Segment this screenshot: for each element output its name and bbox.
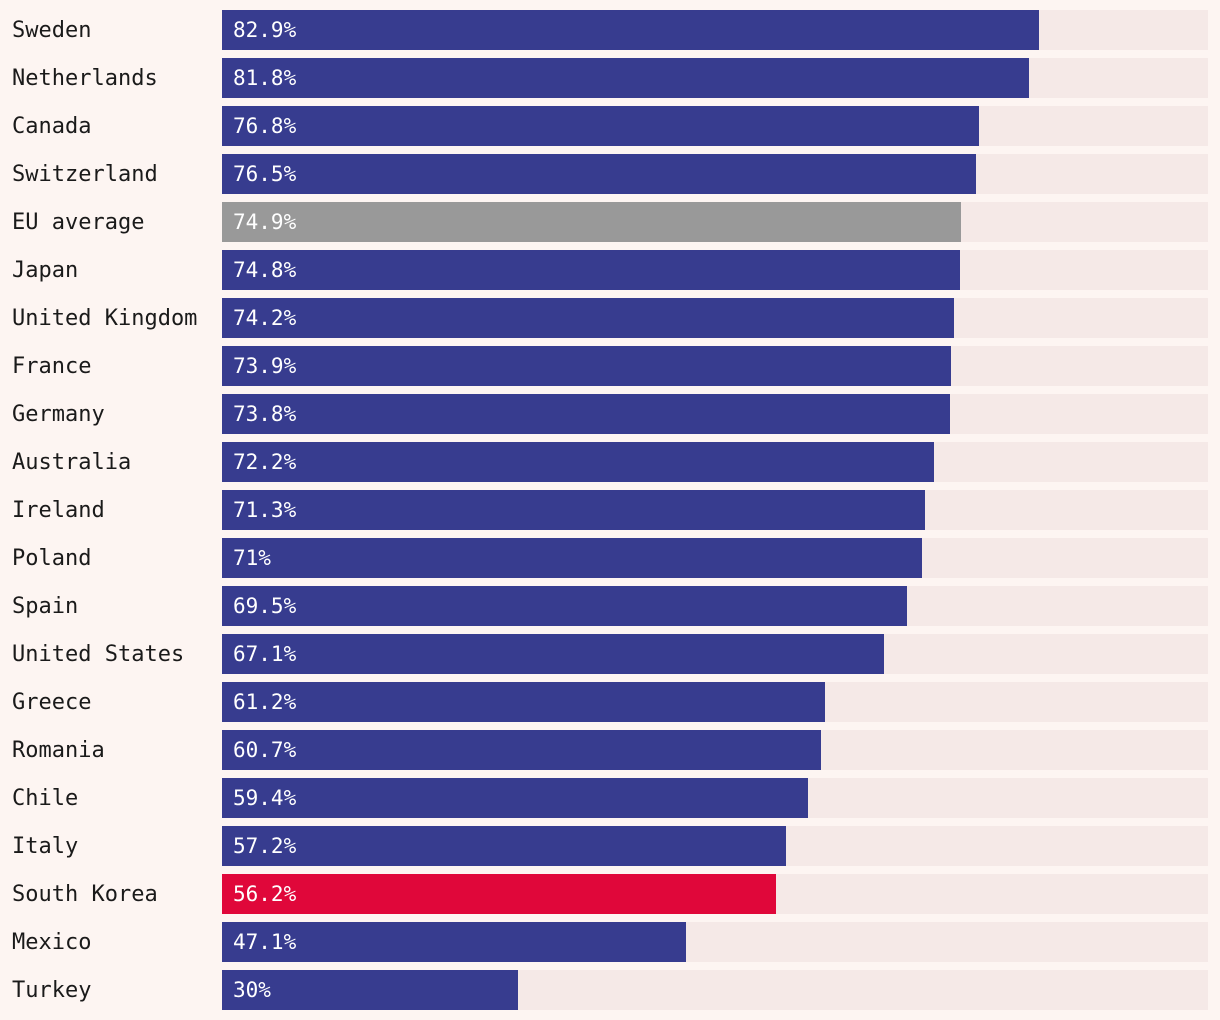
value-label: 82.9% <box>233 18 297 42</box>
value-label: 30% <box>233 978 271 1002</box>
bar-sweden <box>222 10 1039 50</box>
bar-row-sweden: Sweden 82.9% <box>12 10 1208 50</box>
bar-row-spain: Spain 69.5% <box>12 586 1208 626</box>
bar-united-kingdom <box>222 298 954 338</box>
value-label: 60.7% <box>233 738 297 762</box>
bar-france <box>222 346 951 386</box>
category-label: Australia <box>12 450 131 475</box>
bar-row-greece: Greece 61.2% <box>12 682 1208 722</box>
bar-japan <box>222 250 960 290</box>
category-label: Italy <box>12 834 78 859</box>
value-label: 69.5% <box>233 594 297 618</box>
bar-row-italy: Italy 57.2% <box>12 826 1208 866</box>
value-label: 61.2% <box>233 690 297 714</box>
bar-canada <box>222 106 979 146</box>
bar-row-eu-average: EU average 74.9% <box>12 202 1208 242</box>
bar-row-canada: Canada 76.8% <box>12 106 1208 146</box>
bar-united-states <box>222 634 884 674</box>
value-label: 74.8% <box>233 258 297 282</box>
category-label: Canada <box>12 114 91 139</box>
value-label: 71.3% <box>233 498 297 522</box>
category-label: France <box>12 354 91 379</box>
bar-australia <box>222 442 934 482</box>
value-label: 71% <box>233 546 271 570</box>
value-label: 81.8% <box>233 66 297 90</box>
bar-mexico <box>222 922 686 962</box>
bar-germany <box>222 394 950 434</box>
category-label: Greece <box>12 690 91 715</box>
bar-ireland <box>222 490 925 530</box>
bar-row-poland: Poland 71% <box>12 538 1208 578</box>
bar-rows: Sweden 82.9% Netherlands 81.8% Canada 76.8% Sw… <box>12 10 1208 1010</box>
bar-row-mexico: Mexico 47.1% <box>12 922 1208 962</box>
bar-netherlands <box>222 58 1029 98</box>
category-label: Turkey <box>12 978 91 1003</box>
bar-row-switzerland: Switzerland 76.5% <box>12 154 1208 194</box>
category-label: Switzerland <box>12 162 158 187</box>
bar-chile <box>222 778 808 818</box>
category-label: Romania <box>12 738 105 763</box>
value-label: 73.8% <box>233 402 297 426</box>
category-label: Sweden <box>12 18 91 43</box>
category-label: United States <box>12 642 184 667</box>
category-label: Japan <box>12 258 78 283</box>
bar-row-united-states: United States 67.1% <box>12 634 1208 674</box>
bar-row-netherlands: Netherlands 81.8% <box>12 58 1208 98</box>
bar-row-ireland: Ireland 71.3% <box>12 490 1208 530</box>
bar-row-france: France 73.9% <box>12 346 1208 386</box>
bar-row-australia: Australia 72.2% <box>12 442 1208 482</box>
category-label: Germany <box>12 402 105 427</box>
bar-italy <box>222 826 786 866</box>
category-label: Mexico <box>12 930 91 955</box>
category-label: South Korea <box>12 882 158 907</box>
category-label: Chile <box>12 786 78 811</box>
category-label: Spain <box>12 594 78 619</box>
category-label: United Kingdom <box>12 306 197 331</box>
value-label: 47.1% <box>233 930 297 954</box>
bar-south-korea <box>222 874 776 914</box>
bar-row-united-kingdom: United Kingdom 74.2% <box>12 298 1208 338</box>
value-label: 73.9% <box>233 354 297 378</box>
value-label: 67.1% <box>233 642 297 666</box>
value-label: 76.5% <box>233 162 297 186</box>
value-label: 74.2% <box>233 306 297 330</box>
category-label: Netherlands <box>12 66 158 91</box>
category-label: Ireland <box>12 498 105 523</box>
bar-row-romania: Romania 60.7% <box>12 730 1208 770</box>
bar-spain <box>222 586 907 626</box>
bar-eu-average <box>222 202 961 242</box>
bar-row-chile: Chile 59.4% <box>12 778 1208 818</box>
category-label: EU average <box>12 210 144 235</box>
value-label: 76.8% <box>233 114 297 138</box>
category-label: Poland <box>12 546 91 571</box>
bar-poland <box>222 538 922 578</box>
bar-romania <box>222 730 821 770</box>
value-label: 59.4% <box>233 786 297 810</box>
bar-turkey <box>222 970 518 1010</box>
value-label: 72.2% <box>233 450 297 474</box>
value-label: 74.9% <box>233 210 297 234</box>
value-label: 56.2% <box>233 882 297 906</box>
bar-row-south-korea: South Korea 56.2% <box>12 874 1208 914</box>
value-label: 57.2% <box>233 834 297 858</box>
bar-row-japan: Japan 74.8% <box>12 250 1208 290</box>
bar-row-germany: Germany 73.8% <box>12 394 1208 434</box>
bar-row-turkey: Turkey 30% <box>12 970 1208 1010</box>
bar-greece <box>222 682 825 722</box>
bar-switzerland <box>222 154 976 194</box>
